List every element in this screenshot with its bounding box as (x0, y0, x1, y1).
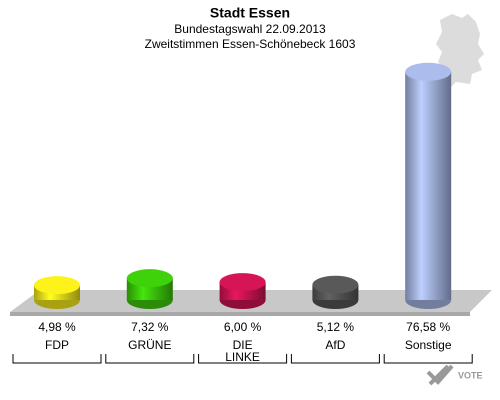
bar (405, 71, 452, 301)
floor-edge (10, 312, 470, 316)
x-tick-label: GRÜNE (128, 338, 172, 352)
logo-text: VOTE MANAGER (458, 370, 500, 380)
bar-top (219, 273, 266, 292)
bar-top (126, 269, 173, 288)
category-bracket (105, 354, 195, 364)
x-tick-label: Sonstige (404, 338, 452, 352)
value-label: 4,98 % (38, 320, 76, 334)
value-label: 5,12 % (316, 320, 355, 334)
x-tick-label: FDP (45, 338, 69, 352)
bar-top (405, 62, 452, 81)
bar-top (34, 276, 80, 295)
chart-title: Stadt Essen (210, 5, 290, 21)
category-bracket (12, 354, 102, 364)
value-label: 6,00 % (223, 320, 262, 334)
value-label: 76,58 % (406, 320, 451, 334)
category-bracket (198, 354, 288, 364)
logo: VOTE MANAGER (426, 364, 500, 386)
x-tick-label: AfD (325, 338, 346, 352)
chart-subtitle: Zweitstimmen Essen-Schönebeck 1603 (145, 37, 356, 51)
category-bracket (290, 354, 380, 364)
bar-top (312, 275, 359, 294)
x-tick-label: DIE LINKE (225, 338, 260, 364)
value-label: 7,32 % (131, 320, 169, 334)
category-bracket (383, 354, 473, 364)
chart-subtitle: Bundestagswahl 22.09.2013 (174, 22, 326, 36)
